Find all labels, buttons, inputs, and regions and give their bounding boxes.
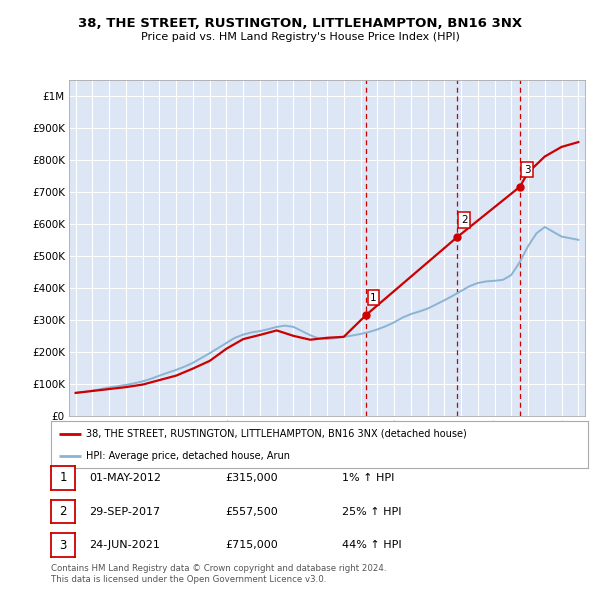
Text: This data is licensed under the Open Government Licence v3.0.: This data is licensed under the Open Gov… xyxy=(51,575,326,584)
Text: HPI: Average price, detached house, Arun: HPI: Average price, detached house, Arun xyxy=(86,451,290,461)
Text: 24-JUN-2021: 24-JUN-2021 xyxy=(89,540,160,550)
Text: 1: 1 xyxy=(370,293,377,303)
Text: 44% ↑ HPI: 44% ↑ HPI xyxy=(342,540,401,550)
Text: £715,000: £715,000 xyxy=(225,540,278,550)
Text: 25% ↑ HPI: 25% ↑ HPI xyxy=(342,507,401,516)
Text: 3: 3 xyxy=(59,539,67,552)
Text: 3: 3 xyxy=(524,165,530,175)
Text: 2: 2 xyxy=(59,505,67,518)
Text: 1: 1 xyxy=(59,471,67,484)
Text: 2: 2 xyxy=(461,215,467,225)
Text: £315,000: £315,000 xyxy=(225,473,278,483)
Text: 29-SEP-2017: 29-SEP-2017 xyxy=(89,507,160,516)
Text: Contains HM Land Registry data © Crown copyright and database right 2024.: Contains HM Land Registry data © Crown c… xyxy=(51,565,386,573)
Text: Price paid vs. HM Land Registry's House Price Index (HPI): Price paid vs. HM Land Registry's House … xyxy=(140,32,460,42)
Text: 38, THE STREET, RUSTINGTON, LITTLEHAMPTON, BN16 3NX (detached house): 38, THE STREET, RUSTINGTON, LITTLEHAMPTO… xyxy=(86,429,467,439)
Text: 01-MAY-2012: 01-MAY-2012 xyxy=(89,473,161,483)
Text: £557,500: £557,500 xyxy=(225,507,278,516)
Text: 38, THE STREET, RUSTINGTON, LITTLEHAMPTON, BN16 3NX: 38, THE STREET, RUSTINGTON, LITTLEHAMPTO… xyxy=(78,17,522,30)
Text: 1% ↑ HPI: 1% ↑ HPI xyxy=(342,473,394,483)
